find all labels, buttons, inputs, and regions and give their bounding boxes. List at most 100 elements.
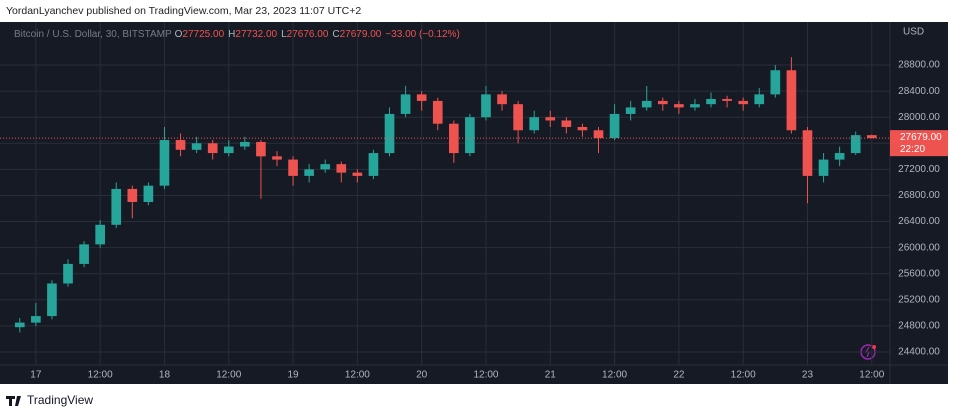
x-tick-label: 12:00 bbox=[216, 370, 241, 381]
legend-key: L bbox=[281, 29, 287, 40]
x-tick-label: 12:00 bbox=[473, 370, 498, 381]
x-tick-label: 18 bbox=[159, 370, 171, 381]
candle-body bbox=[545, 117, 556, 121]
x-tick-label: 12:00 bbox=[602, 370, 627, 381]
candle-body bbox=[63, 263, 73, 284]
y-tick-label: 24800.00 bbox=[898, 321, 940, 332]
candle-body bbox=[593, 130, 604, 139]
candle-body bbox=[834, 153, 845, 160]
candle-body bbox=[368, 153, 379, 176]
legend-value: 27676.00 bbox=[287, 29, 329, 40]
candle-body bbox=[465, 117, 475, 154]
candle-body bbox=[111, 188, 122, 225]
candle-body bbox=[320, 164, 331, 170]
countdown: 22:20 bbox=[900, 144, 925, 155]
candle-body bbox=[191, 143, 202, 150]
candle-body bbox=[722, 98, 732, 101]
legend-key: O bbox=[175, 29, 183, 40]
candle-body bbox=[400, 94, 411, 114]
candle-body bbox=[416, 94, 427, 101]
y-tick-label: 26400.00 bbox=[898, 216, 940, 227]
publisher: YordanLyanchev published on TradingView.… bbox=[6, 5, 361, 17]
candle-body bbox=[143, 185, 154, 202]
chart-area bbox=[0, 22, 948, 384]
grid bbox=[0, 22, 890, 365]
x-tick-label: 12:00 bbox=[859, 370, 884, 381]
x-tick-label: 12:00 bbox=[345, 370, 370, 381]
candle-body bbox=[79, 244, 89, 264]
candle-body bbox=[352, 172, 363, 176]
x-tick-label: 23 bbox=[802, 370, 814, 381]
candle-body bbox=[47, 283, 57, 317]
y-tick-label: 26800.00 bbox=[898, 190, 940, 201]
candle-body bbox=[336, 164, 347, 173]
candle-body bbox=[625, 107, 636, 114]
candle-body bbox=[850, 135, 861, 154]
candle-body bbox=[706, 98, 716, 105]
y-tick-label: 25200.00 bbox=[898, 294, 940, 305]
candle-body bbox=[127, 188, 138, 202]
candle-body bbox=[14, 322, 25, 328]
candle-body bbox=[561, 120, 572, 127]
candle-body bbox=[256, 141, 266, 157]
legend-key: C bbox=[332, 29, 339, 40]
candle-body bbox=[497, 94, 507, 105]
candle-body bbox=[207, 143, 218, 154]
last-price-box bbox=[890, 130, 948, 157]
y-tick-label: 28400.00 bbox=[898, 86, 940, 97]
x-tick-label: 12:00 bbox=[88, 370, 113, 381]
candle-body bbox=[304, 169, 314, 176]
y-tick-label: 24400.00 bbox=[898, 347, 940, 358]
candle-body bbox=[577, 126, 588, 131]
candle-body bbox=[818, 159, 829, 176]
candle-body bbox=[288, 159, 298, 176]
x-tick-label: 12:00 bbox=[731, 370, 756, 381]
candle-body bbox=[481, 94, 491, 118]
candles bbox=[14, 57, 877, 333]
legend-value: 27679.00 bbox=[340, 29, 382, 40]
candle-body bbox=[802, 130, 813, 176]
candle-body bbox=[31, 316, 41, 323]
candle-body bbox=[754, 94, 765, 105]
x-tick-label: 19 bbox=[288, 370, 300, 381]
candle-body bbox=[609, 113, 620, 139]
candle-body bbox=[384, 113, 395, 154]
x-tick-label: 17 bbox=[30, 370, 42, 381]
brand: TradingView bbox=[27, 393, 93, 407]
x-tick-label: 21 bbox=[545, 370, 557, 381]
candle-body bbox=[738, 100, 749, 105]
alert-dot bbox=[872, 345, 876, 349]
candle-body bbox=[657, 100, 668, 105]
candle-body bbox=[223, 146, 234, 154]
candle-body bbox=[690, 104, 700, 108]
y-tick-label: 26000.00 bbox=[898, 242, 940, 253]
candle-body bbox=[159, 140, 170, 186]
candle-body bbox=[95, 224, 105, 245]
candle-body bbox=[641, 100, 652, 108]
x-tick-label: 22 bbox=[673, 370, 685, 381]
legend-value: 27725.00 bbox=[182, 29, 224, 40]
candle-body bbox=[513, 104, 523, 131]
logo-icon bbox=[6, 396, 21, 406]
symbol: Bitcoin / U.S. Dollar, 30, BITSTAMP bbox=[14, 29, 172, 40]
candle-body bbox=[674, 104, 684, 108]
candle-body bbox=[866, 135, 877, 139]
brand-logo bbox=[6, 396, 21, 406]
currency: USD bbox=[903, 27, 924, 38]
candle-body bbox=[272, 156, 282, 160]
legend-value: 27732.00 bbox=[235, 29, 277, 40]
last-price-label: 27679.00 bbox=[900, 132, 942, 143]
legend: Bitcoin / U.S. Dollar, 30, BITSTAMP O2772… bbox=[14, 29, 460, 40]
x-tick-label: 20 bbox=[416, 370, 428, 381]
candle-body bbox=[240, 141, 250, 147]
y-tick-label: 28800.00 bbox=[898, 60, 940, 71]
candle-body bbox=[175, 140, 186, 150]
candle-body bbox=[786, 70, 797, 131]
legend-change: −33.00 (−0.12%) bbox=[385, 29, 460, 40]
y-tick-label: 28000.00 bbox=[898, 112, 940, 123]
candle-body bbox=[770, 70, 781, 95]
legend-key: H bbox=[228, 29, 235, 40]
candle-body bbox=[529, 117, 540, 131]
